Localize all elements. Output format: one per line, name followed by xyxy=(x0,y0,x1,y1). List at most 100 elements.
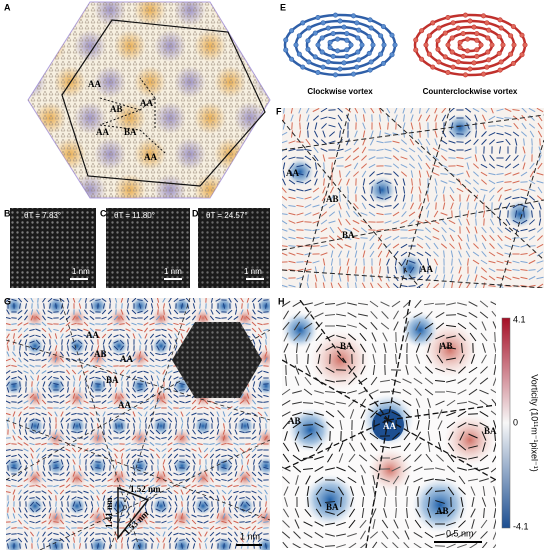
flow-arrow xyxy=(89,537,95,543)
flow-arrow xyxy=(264,513,268,519)
flow-arrow xyxy=(48,495,52,501)
flow-arrow xyxy=(372,354,376,364)
flow-arrow xyxy=(294,508,300,518)
vorticity-blob xyxy=(368,448,412,492)
flow-arrow xyxy=(24,471,28,477)
flow-arrow xyxy=(292,301,302,307)
flow-arrow xyxy=(71,352,77,356)
flow-arrow xyxy=(119,358,125,362)
flow-arrow xyxy=(294,486,300,496)
flow-arrow xyxy=(204,501,208,507)
flow-arrow xyxy=(60,465,64,471)
flow-arrow xyxy=(149,496,155,500)
flow-arrow xyxy=(359,398,367,408)
flow-arrow xyxy=(424,377,434,385)
flow-arrow xyxy=(481,242,487,250)
flow-arrow xyxy=(187,507,189,513)
flow-arrow xyxy=(180,495,184,501)
flow-arrow xyxy=(456,187,464,193)
flow-arrow xyxy=(149,436,155,440)
flow-arrow xyxy=(251,520,257,524)
flow-arrow xyxy=(12,411,16,417)
flow-arrow xyxy=(11,376,17,380)
flow-arrow xyxy=(185,532,191,536)
flow-arrow xyxy=(304,188,312,192)
flow-arrow xyxy=(432,164,440,168)
flow-arrow xyxy=(419,108,421,114)
flow-arrow xyxy=(337,226,343,234)
flow-arrow xyxy=(493,519,496,529)
vortex-core xyxy=(152,337,170,355)
flow-arrow xyxy=(481,541,488,548)
flow-arrow xyxy=(29,364,35,368)
flow-arrow xyxy=(143,309,149,315)
flow-arrow xyxy=(360,530,366,540)
flow-arrow xyxy=(227,309,233,315)
flow-arrow xyxy=(161,496,167,500)
flow-arrow xyxy=(409,154,415,162)
flow-arrow xyxy=(179,532,185,536)
flow-arrow xyxy=(95,333,101,339)
flow-arrow xyxy=(53,539,59,541)
flow-arrow xyxy=(347,302,357,306)
flow-arrow xyxy=(6,375,11,381)
flow-arrow xyxy=(424,322,434,330)
flow-arrow xyxy=(101,394,107,398)
flow-arrow xyxy=(72,315,76,321)
flow-arrow xyxy=(179,472,185,476)
flow-arrow xyxy=(6,364,11,368)
flow-arrow xyxy=(36,471,40,477)
flow-arrow xyxy=(77,430,83,434)
flow-arrow xyxy=(347,390,357,394)
flow-arrow xyxy=(304,268,312,272)
flow-arrow xyxy=(450,202,454,210)
flow-arrow xyxy=(314,390,324,394)
flow-arrow xyxy=(67,303,69,309)
vortex-core xyxy=(236,417,254,435)
site-label: AA xyxy=(144,152,157,162)
flow-arrow xyxy=(77,490,83,494)
flow-arrow xyxy=(95,538,101,542)
flow-arrow xyxy=(325,501,335,503)
flow-arrow xyxy=(520,131,528,137)
flow-arrow xyxy=(466,194,470,202)
flow-arrow xyxy=(417,162,423,170)
flow-arrow xyxy=(168,333,172,339)
flow-arrow xyxy=(137,449,143,451)
flow-arrow xyxy=(458,475,466,485)
flow-arrow xyxy=(6,394,11,398)
flow-arrow xyxy=(125,406,131,410)
flow-arrow xyxy=(168,303,172,309)
flow-arrow xyxy=(222,495,226,501)
flow-arrow xyxy=(380,445,390,449)
flow-arrow xyxy=(155,334,161,338)
site-label: BA xyxy=(342,230,355,240)
flow-arrow xyxy=(60,309,64,315)
flow-arrow xyxy=(173,298,179,303)
flow-arrow xyxy=(96,345,100,351)
flow-arrow xyxy=(409,138,415,146)
flow-arrow xyxy=(305,365,311,375)
flow-arrow xyxy=(198,537,202,543)
flow-arrow xyxy=(60,507,64,513)
flow-arrow xyxy=(325,533,335,537)
flow-arrow xyxy=(11,460,17,464)
flow-arrow xyxy=(42,393,46,399)
flow-arrow xyxy=(192,501,196,507)
flow-arrow xyxy=(54,435,58,441)
flow-arrow xyxy=(48,519,52,525)
flow-arrow xyxy=(361,155,367,161)
flow-arrow xyxy=(446,478,456,482)
flow-arrow xyxy=(83,496,89,500)
flow-arrow xyxy=(416,409,420,419)
flow-arrow xyxy=(71,431,77,433)
site-label: AB xyxy=(440,341,453,351)
flow-arrow xyxy=(36,393,40,399)
flow-arrow xyxy=(71,418,77,422)
flow-arrow xyxy=(380,401,390,405)
flow-arrow xyxy=(221,407,227,409)
flow-arrow xyxy=(359,542,368,548)
flow-arrow xyxy=(95,364,101,368)
flow-arrow xyxy=(119,323,125,325)
flow-arrow xyxy=(23,448,29,452)
